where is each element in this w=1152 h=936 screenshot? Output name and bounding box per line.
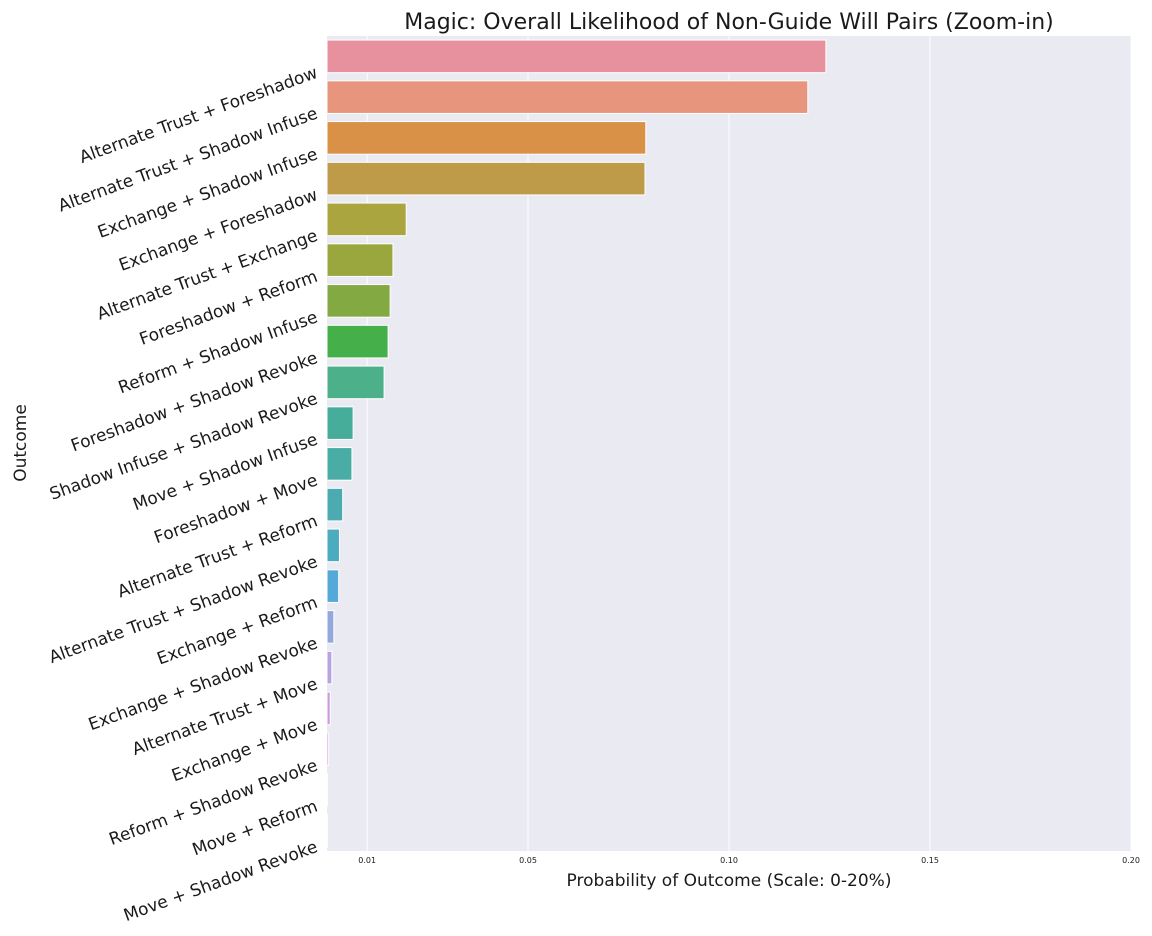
bar [326,406,354,440]
bar [326,80,809,114]
bar [326,732,330,766]
bar [326,447,353,481]
y-axis-label: Outcome [11,404,31,482]
chart-title: Magic: Overall Likelihood of Non-Guide W… [404,10,1054,35]
bar [326,487,344,522]
x-axis-label: Probability of Outcome (Scale: 0-20%) [567,871,892,891]
bar [326,161,646,196]
bar [326,610,335,644]
x-tick-label: 0.20 [1122,856,1140,865]
bar [326,691,331,726]
bar [326,243,394,277]
bar [326,202,407,237]
bar [326,324,389,359]
x-tick-label: 0.15 [921,856,939,865]
bar [326,650,333,685]
bars [326,39,827,848]
bar [326,569,340,603]
bar [326,528,340,563]
x-tick-label: 0.10 [720,856,738,865]
bar [326,39,827,74]
x-tick-labels: 0.01 0.05 0.10 0.15 0.20 [358,856,1140,865]
bar [326,121,647,155]
bar [326,284,391,318]
bar [326,365,385,400]
x-tick-label: 0.05 [519,856,537,865]
x-tick-label: 0.01 [358,856,376,865]
